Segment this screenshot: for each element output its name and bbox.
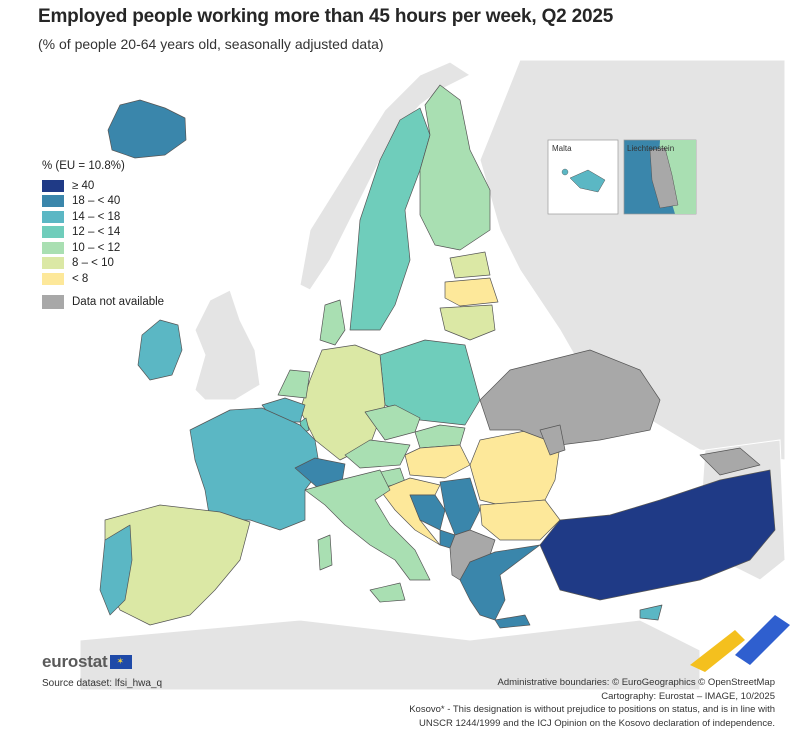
map-crete [494, 614, 531, 629]
map-sweden [349, 107, 431, 331]
map-norway [299, 61, 472, 291]
page-title: Employed people working more than 45 hou… [38, 6, 614, 27]
map-iceland [107, 99, 187, 159]
footer-boundaries: Administrative boundaries: © EuroGeograp… [497, 677, 776, 688]
map-greece [459, 544, 541, 621]
source-dataset: Source dataset: lfsi_hwa_q [42, 678, 163, 689]
eu-flag-icon [110, 655, 133, 669]
page-subtitle: (% of people 20-64 years old, seasonally… [38, 36, 384, 52]
map-netherlands [277, 369, 311, 399]
map-turkey [539, 469, 776, 601]
map-portugal [99, 524, 133, 616]
map-ukraine [479, 349, 661, 446]
legend-swatch [42, 272, 64, 285]
legend-row: < 8 [42, 271, 164, 287]
map-latvia [444, 277, 499, 307]
inset-malta-label: Malta [552, 144, 572, 153]
map-moldova [539, 424, 566, 456]
map-czechia [364, 404, 421, 441]
eurostat-logo-text: eurostat [42, 652, 108, 671]
inset-malta: Malta [547, 139, 619, 215]
legend-no-data: Data not available [42, 294, 165, 309]
map-france [189, 407, 321, 531]
map-italy [304, 469, 431, 581]
map-sardinia [317, 534, 333, 571]
legend-no-data-swatch [42, 294, 64, 309]
legend-swatch [42, 195, 64, 208]
map-hungary [404, 444, 471, 479]
legend-label: 12 – < 14 [72, 226, 121, 239]
legend-row: 14 – < 18 [42, 209, 164, 225]
legend-no-data-label: Data not available [72, 295, 165, 308]
legend-label: 10 – < 12 [72, 241, 121, 254]
legend-row: ≥ 40 [42, 178, 164, 194]
legend-label: 14 – < 18 [72, 210, 121, 223]
map-romania [469, 429, 561, 506]
legend-row: 18 – < 40 [42, 194, 164, 210]
legend-swatch [42, 210, 64, 223]
legend-row: 8 – < 10 [42, 256, 164, 272]
map-finland [419, 84, 491, 251]
map-estonia [449, 251, 491, 279]
legend-label: ≥ 40 [72, 179, 95, 192]
legend-label: 8 – < 10 [72, 257, 114, 270]
legend-title: % (EU = 10.8%) [42, 160, 125, 172]
legend-label: < 8 [72, 272, 89, 285]
map-cyprus [639, 604, 663, 621]
legend-classes: ≥ 40 18 – < 40 14 – < 18 12 – < 14 10 – < 12… [42, 178, 164, 287]
map-uk [194, 289, 261, 401]
inset-liechtenstein: Liechtenstein [623, 139, 697, 215]
map-north-africa [79, 619, 701, 691]
footer-kosovo-note-2: UNSCR 1244/1999 and the ICJ Opinion on t… [419, 717, 775, 729]
legend-swatch [42, 241, 64, 254]
legend-row: 12 – < 14 [42, 225, 164, 241]
inset-liechtenstein-label: Liechtenstein [627, 144, 674, 153]
legend-row: 10 – < 12 [42, 240, 164, 256]
map-serbia [439, 477, 481, 536]
legend-swatch [42, 226, 64, 239]
legend-label: 18 – < 40 [72, 195, 121, 208]
footer-kosovo-note-1: Kosovo* - This designation is without pr… [409, 704, 775, 715]
footer-credits: Administrative boundaries: © EuroGeograp… [375, 676, 775, 730]
map-georgia [699, 447, 761, 476]
legend-swatch [42, 257, 64, 270]
map-sicily [369, 582, 406, 603]
map-ireland [137, 319, 183, 381]
map-denmark [319, 299, 346, 346]
map-legend: % (EU = 10.8%) ≥ 40 18 – < 40 14 – < 18 12 … [42, 160, 164, 309]
footer-cartography: Cartography: Eurostat – IMAGE, 10/2025 [601, 690, 775, 702]
map-lithuania [439, 304, 496, 341]
map-bosnia [409, 494, 446, 531]
map-bulgaria [479, 499, 561, 541]
map-slovakia [414, 424, 466, 449]
eurostat-logo: eurostat [42, 652, 133, 672]
eurostat-corner-mark [690, 615, 790, 672]
legend-swatch [42, 179, 64, 192]
map-switzerland [294, 457, 346, 489]
